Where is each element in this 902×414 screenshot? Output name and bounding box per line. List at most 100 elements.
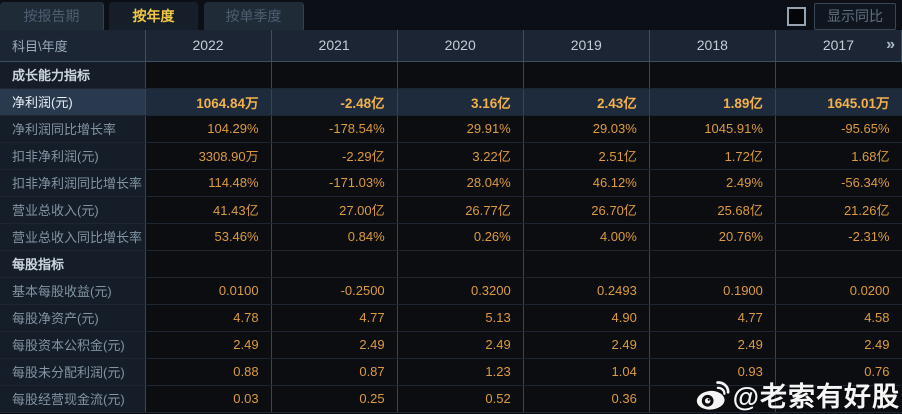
value-cell: 27.00亿 — [271, 196, 398, 224]
value-cell: 0.36 — [523, 385, 650, 413]
value-cell: 41.43亿 — [145, 196, 272, 224]
value-cell: 2.51亿 — [523, 142, 650, 170]
empty-cell — [649, 250, 776, 278]
value-cell: 1045.91% — [649, 115, 776, 143]
value-cell: 1064.84万 — [145, 88, 272, 116]
row-label: 成长能力指标 — [0, 61, 146, 89]
value-cell: -2.48亿 — [271, 88, 398, 116]
empty-cell — [649, 61, 776, 89]
yoy-controls: 显示同比 — [787, 3, 896, 30]
table-row: 营业总收入(元) 41.43亿 27.00亿 26.77亿 26.70亿 25.68亿 21… — [0, 196, 902, 224]
value-cell: -178.54% — [271, 115, 398, 143]
value-cell: 0.76 — [775, 358, 902, 386]
value-cell: 28.04% — [397, 169, 524, 197]
value-cell: 2.49% — [649, 169, 776, 197]
empty-cell — [523, 250, 650, 278]
financial-indicators-table: 科目\年度 2022 2021 2020 2019 2018 2017» 成长能力指标 净利… — [0, 30, 902, 413]
value-cell: 53.46% — [145, 223, 272, 251]
empty-cell — [397, 250, 524, 278]
value-cell: 0.26% — [397, 223, 524, 251]
row-label: 扣非净利润同比增长率 — [0, 169, 146, 197]
row-label: 每股指标 — [0, 250, 146, 278]
value-cell: -2.29亿 — [271, 142, 398, 170]
show-yoy-label[interactable]: 显示同比 — [814, 3, 896, 30]
value-cell: 4.90 — [523, 304, 650, 332]
value-cell: 2.49 — [775, 331, 902, 359]
value-cell: -56.34% — [775, 169, 902, 197]
value-cell: -171.03% — [271, 169, 398, 197]
row-label: 每股未分配利润(元) — [0, 358, 146, 386]
value-cell: 0.1900 — [649, 277, 776, 305]
value-cell — [649, 385, 776, 413]
table-row: 基本每股收益(元) 0.0100 -0.2500 0.3200 0.2493 0.1900… — [0, 277, 902, 305]
tab-by-year[interactable]: 按年度 — [109, 2, 199, 30]
value-cell: 2.49 — [397, 331, 524, 359]
value-cell: 1.04 — [523, 358, 650, 386]
value-cell: 0.88 — [145, 358, 272, 386]
value-cell: 1.89亿 — [649, 88, 776, 116]
tab-by-report-period[interactable]: 按报告期 — [0, 2, 104, 30]
table-row: 扣非净利润(元) 3308.90万 -2.29亿 3.22亿 2.51亿 1.72亿 1.6… — [0, 142, 902, 170]
table-row: 扣非净利润同比增长率 114.48% -171.03% 28.04% 46.12% 2.4… — [0, 169, 902, 197]
row-label: 基本每股收益(元) — [0, 277, 146, 305]
value-cell: 3.22亿 — [397, 142, 524, 170]
empty-cell — [775, 61, 902, 89]
value-cell: 0.03 — [145, 385, 272, 413]
row-label: 每股净资产(元) — [0, 304, 146, 332]
row-label: 每股经营现金流(元) — [0, 385, 146, 413]
value-cell: 104.29% — [145, 115, 272, 143]
value-cell: 4.77 — [271, 304, 398, 332]
value-cell: 21.26亿 — [775, 196, 902, 224]
value-cell: -2.31% — [775, 223, 902, 251]
value-cell: 26.70亿 — [523, 196, 650, 224]
value-cell: 0.2493 — [523, 277, 650, 305]
show-yoy-checkbox[interactable] — [787, 7, 806, 26]
value-cell: 4.00% — [523, 223, 650, 251]
value-cell: 2.43亿 — [523, 88, 650, 116]
row-label: 净利润(元) — [0, 88, 146, 116]
value-cell: 4.58 — [775, 304, 902, 332]
value-cell: 29.91% — [397, 115, 524, 143]
empty-cell — [271, 250, 398, 278]
value-cell: 3.16亿 — [397, 88, 524, 116]
value-cell: 20.76% — [649, 223, 776, 251]
row-label: 营业总收入同比增长率 — [0, 223, 146, 251]
value-cell: 5.13 — [397, 304, 524, 332]
value-cell: 1.68亿 — [775, 142, 902, 170]
table-row: 每股资本公积金(元) 2.49 2.49 2.49 2.49 2.49 2.49 — [0, 331, 902, 359]
empty-cell — [775, 250, 902, 278]
empty-cell — [145, 61, 272, 89]
value-cell: 1645.01万 — [775, 88, 902, 116]
value-cell: 4.78 — [145, 304, 272, 332]
section-row: 每股指标 — [0, 250, 902, 278]
table-row: 营业总收入同比增长率 53.46% 0.84% 0.26% 4.00% 20.76% -2.… — [0, 223, 902, 251]
value-cell: 0.0200 — [775, 277, 902, 305]
empty-cell — [271, 61, 398, 89]
value-cell: 1.23 — [397, 358, 524, 386]
tab-by-quarter[interactable]: 按单季度 — [204, 2, 304, 30]
value-cell: -0.2500 — [271, 277, 398, 305]
value-cell: -95.65% — [775, 115, 902, 143]
value-cell: 114.48% — [145, 169, 272, 197]
corner-header: 科目\年度 — [0, 30, 146, 62]
value-cell: 3308.90万 — [145, 142, 272, 170]
table-row: 净利润同比增长率 104.29% -178.54% 29.91% 29.03% 1045.… — [0, 115, 902, 143]
value-cell: 29.03% — [523, 115, 650, 143]
value-cell: 46.12% — [523, 169, 650, 197]
year-column-header: 2019 — [523, 30, 650, 62]
value-cell: 2.49 — [145, 331, 272, 359]
value-cell: 1.72亿 — [649, 142, 776, 170]
value-cell: 0.0100 — [145, 277, 272, 305]
tab-bar: 按报告期 按年度 按单季度 显示同比 — [0, 0, 902, 30]
value-cell: 0.93 — [649, 358, 776, 386]
year-header-row: 科目\年度 2022 2021 2020 2019 2018 2017» — [0, 30, 902, 62]
value-cell: 0.25 — [271, 385, 398, 413]
row-label: 净利润同比增长率 — [0, 115, 146, 143]
table-row: 每股净资产(元) 4.78 4.77 5.13 4.90 4.77 4.58 — [0, 304, 902, 332]
value-cell: 0.84% — [271, 223, 398, 251]
row-label: 每股资本公积金(元) — [0, 331, 146, 359]
value-cell: 4.77 — [649, 304, 776, 332]
more-years-icon[interactable]: » — [886, 36, 895, 54]
value-cell: 0.3200 — [397, 277, 524, 305]
table-row: 净利润(元) 1064.84万 -2.48亿 3.16亿 2.43亿 1.89亿 1645.… — [0, 88, 902, 116]
